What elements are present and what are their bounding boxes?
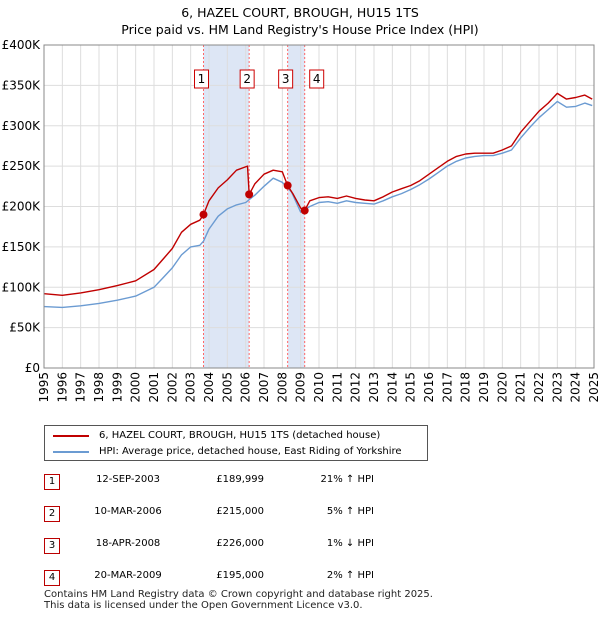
chart-title: 6, HAZEL COURT, BROUGH, HU15 1TS Price p… [0, 4, 600, 38]
y-tick-label: £0 [25, 361, 40, 375]
sale-date: 12-SEP-2003 [96, 474, 160, 485]
sale-point [300, 206, 309, 215]
x-tick-label: 2016 [422, 372, 436, 403]
x-tick-label: 2024 [569, 372, 583, 403]
sale-row: 2 10-MAR-2006 £215,000 5% ↑ HPI [44, 505, 464, 525]
x-tick-label: 2007 [257, 372, 271, 403]
x-tick-label: 1999 [110, 372, 124, 403]
x-tick-label: 2010 [312, 372, 326, 403]
sale-marker-label: 4 [313, 72, 321, 86]
x-tick-label: 2012 [349, 372, 363, 403]
x-tick-label: 2000 [129, 372, 143, 403]
x-tick-label: 1997 [74, 372, 88, 403]
y-tick-label: £350K [2, 78, 42, 92]
chart-title-line1: 6, HAZEL COURT, BROUGH, HU15 1TS [181, 5, 419, 20]
hpi-line [43, 100, 593, 309]
y-tick-label: £100K [2, 280, 42, 294]
x-tick-label: 2013 [367, 372, 381, 403]
x-tick-label: 1996 [55, 372, 69, 403]
price-chart: 1 2 3 4 £0 £50K £100K £150K £200K £250K £300K £350K… [2, 38, 600, 403]
legend-label-hpi: HPI: Average price, detached house, East… [99, 446, 402, 457]
sale-hpi-diff: 21% ↑ HPI [320, 474, 374, 485]
sale-row: 1 12-SEP-2003 £189,999 21% ↑ HPI [44, 473, 464, 493]
x-tick-label: 2014 [385, 372, 399, 403]
x-tick-label: 2008 [275, 372, 289, 403]
y-tick-label: £250K [2, 159, 42, 173]
y-tick-label: £200K [2, 200, 42, 214]
sale-price: £189,999 [216, 474, 264, 485]
x-tick-label: 2017 [440, 372, 454, 403]
sale-marker-label: 3 [282, 72, 290, 86]
x-tick-label: 2018 [459, 372, 473, 403]
legend: 6, HAZEL COURT, BROUGH, HU15 1TS (detach… [44, 425, 428, 461]
x-tick-label: 2005 [220, 372, 234, 403]
sale-number-badge: 3 [44, 538, 60, 554]
y-tick-label: £50K [9, 321, 41, 335]
y-tick-label: £400K [2, 38, 42, 52]
sale-hpi-diff: 5% ↑ HPI [326, 506, 374, 517]
sale-marker-badge [278, 69, 294, 89]
footer-license: This data is licensed under the Open Gov… [44, 600, 363, 611]
sale-date: 20-MAR-2009 [94, 570, 162, 581]
property-price-line [43, 92, 593, 296]
sale-marker-badge [239, 69, 255, 89]
chart-title-line2: Price paid vs. HM Land Registry's House … [121, 22, 479, 37]
sale-price: £226,000 [216, 538, 264, 549]
x-tick-label: 2006 [239, 372, 253, 403]
x-tick-label: 2002 [165, 372, 179, 403]
x-tick-label: 2011 [330, 372, 344, 403]
sale-row: 4 20-MAR-2009 £195,000 2% ↑ HPI [44, 569, 464, 589]
x-tick-label: 2020 [495, 372, 509, 403]
sale-point [245, 190, 254, 199]
sale-marker-label: 1 [198, 72, 206, 86]
x-tick-label: 1995 [37, 372, 51, 403]
x-tick-label: 2019 [477, 372, 491, 403]
footer-copyright: Contains HM Land Registry data © Crown c… [44, 589, 433, 600]
sale-price: £215,000 [216, 506, 264, 517]
legend-swatch-property [53, 435, 89, 437]
sale-date: 18-APR-2008 [95, 538, 161, 549]
x-tick-label: 2001 [147, 372, 161, 403]
x-tick-label: 2009 [294, 372, 308, 403]
y-tick-label: £300K [2, 119, 42, 133]
sale-hpi-diff: 1% ↓ HPI [326, 538, 374, 549]
sale-marker-badge [309, 69, 325, 89]
sale-point [283, 181, 292, 190]
x-tick-label: 2004 [202, 372, 216, 403]
sale-point [199, 210, 208, 219]
x-tick-label: 1998 [92, 372, 106, 403]
sale-number-badge: 4 [44, 570, 60, 586]
footer: Contains HM Land Registry data © Crown c… [44, 589, 433, 611]
x-tick-label: 2025 [587, 372, 600, 403]
x-tick-label: 2021 [514, 372, 528, 403]
sale-hpi-diff: 2% ↑ HPI [326, 570, 374, 581]
legend-label-property: 6, HAZEL COURT, BROUGH, HU15 1TS (detach… [99, 430, 381, 441]
y-tick-label: £150K [2, 240, 42, 254]
sale-date: 10-MAR-2006 [94, 506, 162, 517]
x-tick-label: 2015 [404, 372, 418, 403]
sale-marker-label: 2 [243, 72, 251, 86]
sale-number-badge: 2 [44, 506, 60, 522]
sale-marker-badge [194, 69, 209, 89]
sale-number-badge: 1 [44, 474, 60, 490]
sale-price: £195,000 [216, 570, 264, 581]
x-tick-label: 2023 [550, 372, 564, 403]
legend-swatch-hpi [53, 451, 89, 453]
sale-row: 3 18-APR-2008 £226,000 1% ↓ HPI [44, 537, 464, 557]
x-tick-label: 2022 [532, 372, 546, 403]
x-tick-label: 2003 [184, 372, 198, 403]
plot-frame [43, 44, 595, 369]
